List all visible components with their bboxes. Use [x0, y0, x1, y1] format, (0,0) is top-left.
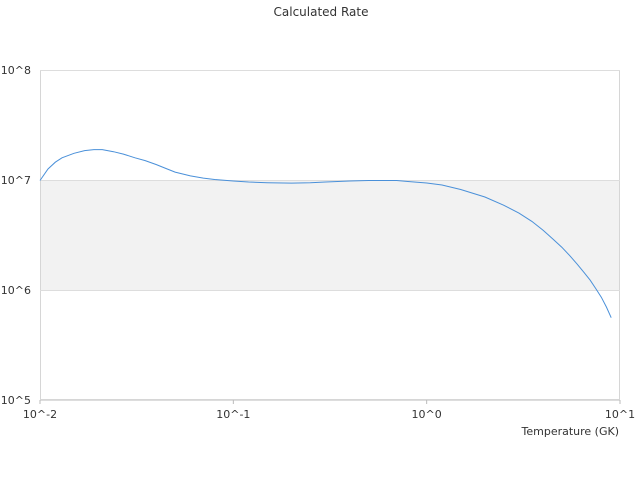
- rate-series-line: [39, 149, 612, 318]
- x-tick-label: 10^-1: [216, 408, 250, 421]
- x-tick-label: 10^0: [412, 408, 442, 421]
- chart-title: Calculated Rate: [274, 5, 369, 19]
- x-axis-title: Temperature (GK): [521, 425, 620, 438]
- y-tick-label: 10^7: [1, 174, 31, 187]
- y-tick-label: 10^5: [1, 394, 31, 407]
- plot-area: 10^5 10^6 10^7 10^8 10^-2 10^-1 10^0 10^1: [1, 64, 635, 421]
- y-tick-label: 10^8: [1, 64, 31, 77]
- shaded-band: [40, 180, 620, 290]
- y-tick-label: 10^6: [1, 284, 31, 297]
- x-tick-label: 10^-2: [23, 408, 57, 421]
- x-tick-label: 10^1: [605, 408, 635, 421]
